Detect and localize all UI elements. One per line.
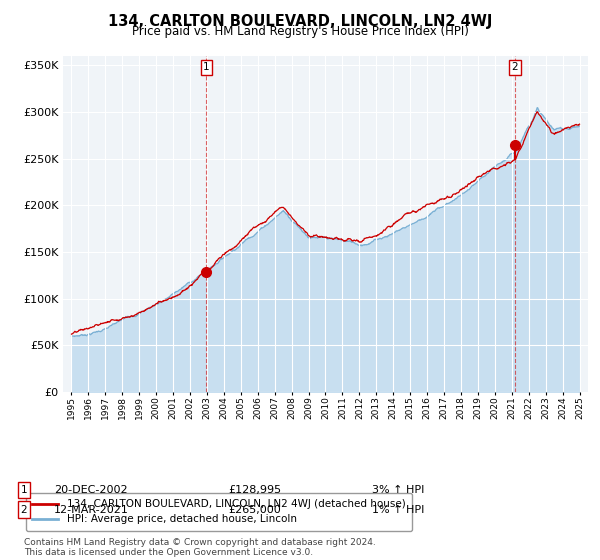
Text: 12-MAR-2021: 12-MAR-2021 [54, 505, 129, 515]
Text: 134, CARLTON BOULEVARD, LINCOLN, LN2 4WJ: 134, CARLTON BOULEVARD, LINCOLN, LN2 4WJ [108, 14, 492, 29]
Text: 20-DEC-2002: 20-DEC-2002 [54, 485, 128, 495]
Text: 1: 1 [20, 485, 28, 495]
Text: Contains HM Land Registry data © Crown copyright and database right 2024.
This d: Contains HM Land Registry data © Crown c… [24, 538, 376, 557]
Text: 2: 2 [20, 505, 28, 515]
Text: Price paid vs. HM Land Registry's House Price Index (HPI): Price paid vs. HM Land Registry's House … [131, 25, 469, 38]
Text: 1% ↑ HPI: 1% ↑ HPI [372, 505, 424, 515]
Text: £128,995: £128,995 [228, 485, 281, 495]
Legend: 134, CARLTON BOULEVARD, LINCOLN, LN2 4WJ (detached house), HPI: Average price, d: 134, CARLTON BOULEVARD, LINCOLN, LN2 4WJ… [26, 493, 412, 531]
Text: 3% ↑ HPI: 3% ↑ HPI [372, 485, 424, 495]
Text: 2: 2 [512, 62, 518, 72]
Text: 1: 1 [203, 62, 210, 72]
Text: £265,000: £265,000 [228, 505, 281, 515]
